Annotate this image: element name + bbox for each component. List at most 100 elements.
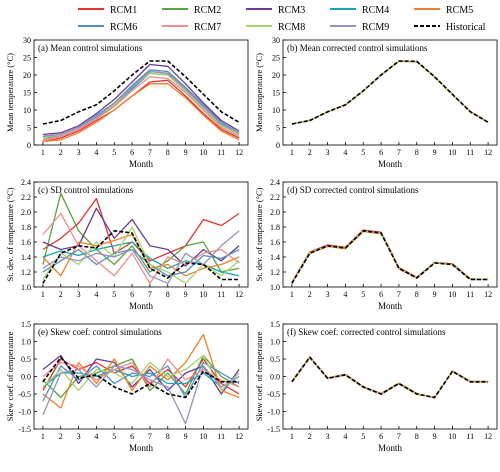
y-tick-label: -1.5	[267, 425, 280, 434]
legend-item: RCM1	[78, 5, 137, 16]
x-tick-label: 6	[379, 432, 383, 441]
y-tick-label: 2.0	[270, 208, 280, 217]
y-tick-label: 25	[23, 54, 31, 63]
legend-label: RCM4	[362, 5, 389, 16]
x-tick-label: 5	[361, 432, 365, 441]
series-line-rcm5	[42, 83, 240, 143]
panel-title: (e) Skew coef. control simulations	[38, 327, 162, 337]
x-tick-label: 2	[308, 290, 312, 299]
x-tick-label: 3	[326, 290, 330, 299]
x-tick-label: 12	[484, 290, 492, 299]
legend-item: RCM6	[78, 22, 137, 33]
y-tick-label: 0.5	[21, 355, 31, 364]
y-tick-label: 2.2	[21, 193, 31, 202]
series-line-rcm7	[42, 212, 240, 284]
y-tick-label: 1.0	[270, 338, 280, 347]
panel-title: (a) Mean control simulations	[38, 43, 143, 53]
x-tick-label: 6	[379, 148, 383, 157]
series-line-rcm8	[291, 230, 489, 284]
series-line-rcm9	[42, 70, 240, 137]
series-line-rcm1	[42, 79, 240, 143]
x-tick-label: 11	[466, 432, 474, 441]
legend: RCM1 RCM2 RCM3 RCM4 RCM5 RCM6 RCM7 RCM8 RCM9 Hist…	[78, 5, 486, 33]
y-tick-label: 15	[272, 89, 280, 98]
plot-frame	[282, 181, 498, 288]
x-tick-label: 7	[148, 432, 152, 441]
y-tick-label: 20	[272, 71, 280, 80]
legend-label: RCM8	[278, 22, 305, 33]
x-tick-label: 5	[112, 148, 116, 157]
x-axis-label: Month	[129, 159, 154, 169]
x-tick-label: 1	[290, 148, 294, 157]
chart-panel-b: (b) Mean corrected control simulations 0 5…	[254, 36, 498, 169]
x-tick-label: 5	[112, 432, 116, 441]
x-tick-label: 12	[484, 148, 492, 157]
x-tick-label: 6	[379, 290, 383, 299]
x-tick-label: 1	[41, 290, 45, 299]
y-tick-label: 1.2	[21, 268, 31, 277]
x-axis-label: Month	[378, 443, 403, 453]
y-tick-label: 2.4	[270, 178, 280, 187]
x-tick-label: 2	[59, 148, 63, 157]
x-tick-label: 11	[466, 290, 474, 299]
x-tick-label: 7	[397, 432, 401, 441]
y-tick-label: 0	[276, 141, 280, 150]
y-tick-label: 0.0	[270, 373, 280, 382]
x-tick-label: 3	[77, 290, 81, 299]
x-tick-label: 7	[148, 290, 152, 299]
y-axis-label: Mean temperature (°C)	[5, 53, 15, 132]
series-line-historical	[42, 356, 240, 399]
x-tick-label: 10	[199, 148, 207, 157]
x-tick-label: 12	[235, 432, 243, 441]
y-tick-label: 15	[23, 89, 31, 98]
legend-item: RCM2	[162, 5, 221, 16]
y-tick-label: 1.4	[270, 253, 280, 262]
y-tick-label: 1.8	[21, 223, 31, 232]
y-tick-label: 30	[23, 36, 31, 45]
legend-item: RCM3	[246, 5, 305, 16]
y-tick-label: 0.5	[270, 355, 280, 364]
legend-label: RCM3	[278, 5, 305, 16]
x-tick-label: 4	[94, 148, 98, 157]
x-tick-label: 5	[112, 290, 116, 299]
y-tick-label: 0.0	[21, 373, 31, 382]
x-tick-label: 5	[361, 290, 365, 299]
x-tick-label: 4	[94, 432, 98, 441]
series-line-rcm7	[42, 76, 240, 141]
x-tick-label: 8	[415, 148, 419, 157]
series-line-historical	[42, 230, 240, 284]
y-axis-label: St. dev. of temperature (°C)	[254, 187, 264, 281]
x-tick-label: 7	[397, 290, 401, 299]
series-line-rcm2	[42, 192, 240, 273]
x-tick-label: 1	[41, 148, 45, 157]
x-tick-label: 3	[77, 148, 81, 157]
chart-panel-e: (e) Skew coef. control simulations -1.5 -1…	[5, 320, 249, 453]
x-tick-label: 8	[415, 290, 419, 299]
series-line-rcm5	[291, 230, 489, 284]
legend-label: RCM9	[362, 22, 389, 33]
x-tick-label: 5	[361, 148, 365, 157]
x-tick-label: 7	[148, 148, 152, 157]
x-tick-label: 4	[94, 290, 98, 299]
legend-label: RCM7	[194, 22, 221, 33]
x-tick-label: 1	[290, 432, 294, 441]
y-tick-label: 1.0	[270, 283, 280, 292]
y-tick-label: 2.2	[270, 193, 280, 202]
y-axis-label: St. dev. of temperature (°C)	[5, 187, 15, 281]
x-tick-label: 12	[484, 432, 492, 441]
series-line-rcm3	[42, 63, 240, 136]
x-tick-label: 9	[433, 148, 437, 157]
x-tick-label: 8	[415, 432, 419, 441]
legend-label: RCM1	[110, 5, 137, 16]
x-tick-label: 10	[448, 148, 456, 157]
y-axis-label: Skew coef. of temperature	[5, 331, 15, 421]
x-tick-label: 11	[217, 432, 225, 441]
y-tick-label: 30	[272, 36, 280, 45]
x-tick-label: 1	[290, 290, 294, 299]
legend-item: RCM8	[246, 22, 305, 33]
x-tick-label: 10	[448, 432, 456, 441]
y-tick-label: 1.6	[21, 238, 31, 247]
y-tick-label: 1.0	[21, 283, 31, 292]
